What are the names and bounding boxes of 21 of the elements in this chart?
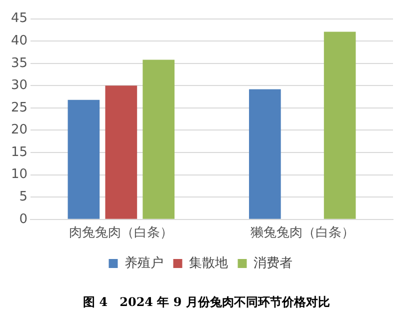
bar (68, 100, 100, 219)
bar (105, 86, 138, 219)
legend-label: 消费者 (253, 256, 292, 271)
text: 图 4 2024 年 9 月份兔肉不同环节价格对比 (82, 294, 331, 311)
y-tick-label: 15 (10, 144, 28, 160)
legend-label: 集散地 (188, 256, 228, 271)
bar (249, 89, 281, 219)
y-tick-label: 35 (10, 56, 28, 71)
y-tick-label: 0 (19, 212, 28, 227)
y-tick-label: 10 (10, 167, 28, 182)
y-tick-label: 30 (10, 78, 28, 94)
legend-label: 养殖户 (124, 254, 164, 271)
y-tick-label: 25 (10, 100, 28, 116)
bar (324, 32, 356, 219)
bar (142, 60, 175, 219)
y-tick-label: 20 (10, 122, 28, 138)
y-tick-label: 5 (19, 189, 28, 204)
y-tick-label: 40 (10, 33, 28, 48)
y-tick-label: 45 (10, 11, 28, 26)
x-tick-label: 肉兔兔肉（白条） (69, 226, 174, 241)
x-tick-label: 獭兔兔肉（白条） (250, 226, 354, 241)
